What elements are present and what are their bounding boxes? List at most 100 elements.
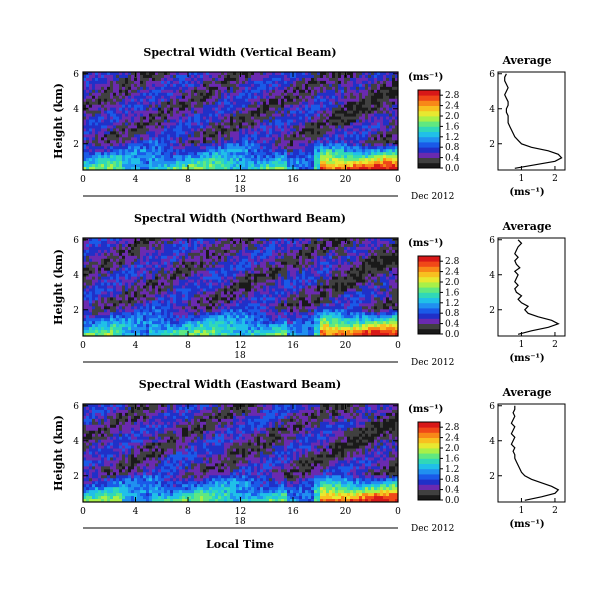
heatmap-cell — [119, 318, 123, 322]
heatmap-cell — [263, 167, 267, 170]
heatmap-cell — [308, 125, 312, 130]
heatmap-cell — [179, 282, 183, 287]
heatmap-cell — [329, 146, 333, 150]
heatmap-cell — [140, 264, 144, 269]
heatmap-cell — [194, 167, 198, 170]
heatmap-cell — [377, 140, 381, 144]
heatmap-cell — [83, 276, 87, 281]
heatmap-cell — [224, 128, 228, 132]
heatmap-cell — [89, 161, 93, 165]
heatmap-cell — [209, 267, 213, 272]
heatmap-cell — [113, 131, 117, 135]
heatmap-cell — [278, 134, 282, 138]
heatmap-cell — [116, 116, 120, 121]
heatmap-cell — [236, 134, 240, 138]
heatmap-cell — [194, 330, 198, 334]
heatmap-cell — [86, 128, 90, 132]
heatmap-cell — [158, 77, 162, 82]
heatmap-cell — [338, 77, 342, 82]
heatmap-cell — [383, 161, 387, 165]
heatmap-cell — [356, 140, 360, 144]
heatmap-cell — [395, 95, 398, 100]
heatmap-cell — [155, 74, 159, 79]
heatmap-cell — [296, 146, 300, 150]
heatmap-cell — [164, 77, 168, 82]
heatmap-cell — [167, 74, 171, 79]
heatmap-cell — [173, 240, 177, 245]
heatmap-cell — [299, 146, 303, 150]
heatmap-cell — [275, 119, 279, 124]
heatmap-cells — [83, 238, 398, 336]
colorbar-swatch — [418, 152, 440, 158]
heatmap-cell — [194, 146, 198, 150]
heatmap-cell — [107, 333, 111, 336]
heatmap-cell — [206, 288, 210, 293]
heatmap-cell — [215, 89, 219, 94]
heatmap-cell — [245, 140, 249, 144]
heatmap-cell — [302, 125, 306, 130]
heatmap-cell — [116, 252, 120, 257]
heatmap-cell — [299, 164, 303, 168]
heatmap-cell — [137, 161, 141, 165]
heatmap-cell — [233, 134, 237, 138]
heatmap-cell — [260, 101, 264, 106]
heatmap-cell — [140, 267, 144, 272]
heatmap-cell — [245, 98, 249, 103]
heatmap-cell — [371, 122, 375, 127]
heatmap-cell — [359, 104, 363, 109]
heatmap-cell — [383, 95, 387, 100]
heatmap-cell — [143, 134, 147, 138]
heatmap-cell — [110, 258, 114, 263]
heatmap-cell — [83, 318, 87, 322]
heatmap-cell — [176, 167, 180, 170]
heatmap-cell — [155, 101, 159, 106]
heatmap-cell — [293, 104, 297, 109]
heatmap-cell — [113, 300, 117, 304]
heatmap-cell — [98, 104, 102, 109]
heatmap-cell — [188, 282, 192, 287]
heatmap-cell — [122, 152, 126, 156]
heatmap-cell — [332, 104, 336, 109]
heatmap-cell — [185, 282, 189, 287]
heatmap-cell — [275, 72, 279, 76]
heatmap-cell — [263, 107, 267, 112]
heatmap-cell — [164, 306, 168, 310]
heatmap-cell — [212, 116, 216, 121]
heatmap-cell — [131, 74, 135, 79]
heatmap-cell — [140, 309, 144, 313]
heatmap-cell — [347, 134, 351, 138]
heatmap-cell — [122, 300, 126, 304]
heatmap-cell — [209, 258, 213, 263]
heatmap-cell — [170, 261, 174, 266]
heatmap-cell — [182, 110, 186, 115]
heatmap-cell — [170, 252, 174, 257]
heatmap-cell — [281, 128, 285, 132]
heatmap-cell — [260, 125, 264, 130]
heatmap-cell — [317, 137, 321, 141]
heatmap-cell — [314, 149, 318, 153]
heatmap-cell — [155, 318, 159, 322]
heatmap-cell — [311, 134, 315, 138]
heatmap-cell — [164, 131, 168, 135]
heatmap-cell — [89, 267, 93, 272]
heatmap-cell — [161, 122, 165, 127]
heatmap-cell — [221, 113, 225, 118]
heatmap-cell — [179, 149, 183, 153]
heatmap-cell — [128, 303, 132, 307]
heatmap-cell — [131, 258, 135, 263]
heatmap-cell — [98, 264, 102, 269]
heatmap-cell — [260, 80, 264, 85]
heatmap-cell — [143, 238, 147, 242]
heatmap-cell — [101, 309, 105, 313]
heatmap-cell — [302, 98, 306, 103]
heatmap-cell — [179, 243, 183, 248]
heatmap-cell — [101, 89, 105, 94]
heatmap-cell — [107, 294, 111, 298]
heatmap-cell — [119, 255, 123, 260]
colorbar-swatch — [418, 121, 440, 127]
heatmap-cell — [260, 98, 264, 103]
heatmap-cell — [215, 110, 219, 115]
heatmap-cell — [275, 83, 279, 88]
heatmap-cell — [104, 291, 108, 296]
heatmap-cell — [131, 77, 135, 82]
